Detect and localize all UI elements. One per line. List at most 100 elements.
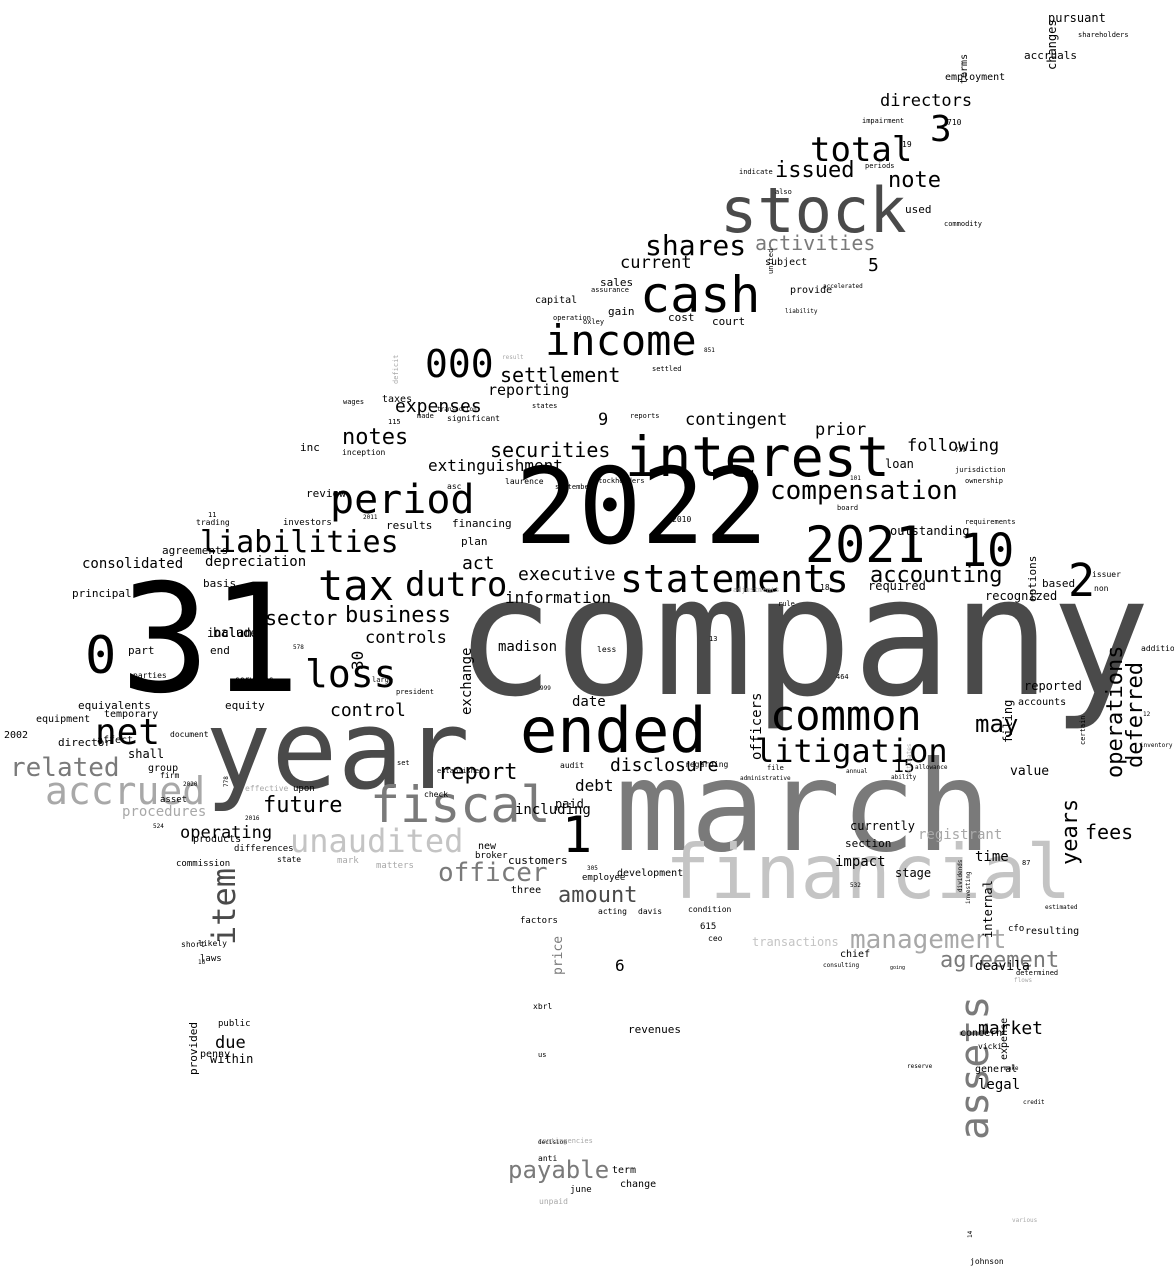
cloud-word: large [372,676,394,684]
cloud-word: established [437,767,484,775]
cloud-word: dutro [405,565,508,605]
cloud-word: provide [790,285,833,296]
cloud-word: officer [438,858,548,888]
cloud-word: report [438,760,518,785]
cloud-word: acting [598,907,627,916]
cloud-word: 2002 [4,730,29,741]
cloud-word: director [58,736,111,749]
cloud-word: adjustments [733,586,780,594]
cloud-word: term [612,1165,637,1176]
cloud-word: us [538,1051,547,1059]
cloud-word: 000 [425,342,494,386]
cloud-word: contingent [685,410,788,430]
cloud-word: may [975,710,1019,738]
cloud-word: due [215,1033,246,1053]
cloud-word: regarding [685,760,729,769]
cloud-word: jurisdiction [955,466,1006,474]
cloud-word: non [1094,584,1109,593]
cloud-word: public [218,1019,251,1029]
cloud-word: gain [608,305,635,318]
cloud-word: act [462,553,495,574]
cloud-word: following [907,436,1000,456]
cloud-word: item [205,867,243,945]
cloud-word: 10 [960,524,1015,577]
cloud-word: investors [283,518,332,528]
cloud-word: recognized [985,589,1058,603]
cloud-word: certain [1079,715,1087,745]
cloud-word: indicate [739,168,773,176]
cloud-word: annual [846,768,868,775]
cloud-word: court [712,315,746,328]
cloud-word: upon [293,784,315,794]
cloud-word: resulting [1025,926,1080,937]
cloud-word: common [770,691,922,740]
cloud-word: accounts [1018,697,1067,708]
cloud-word: ended [520,694,707,767]
cloud-word: 12 [1143,711,1151,718]
cloud-word: xbrl [533,1002,553,1011]
cloud-word: terms [959,53,970,84]
cloud-word: registrant [918,827,1003,843]
cloud-word: management [850,925,1007,955]
cloud-word: assurance [591,286,629,294]
cloud-word: 2 [1068,554,1096,607]
cloud-word: president [396,688,434,696]
cloud-word: 18 [820,583,830,592]
cloud-word: fees [1085,820,1134,844]
cloud-word: effective [245,784,289,793]
cloud-word: 578 [293,644,304,651]
cloud-word: davis [638,907,663,916]
cloud-word: equivalents [78,699,151,712]
cloud-word: 13 [709,635,718,643]
cloud-word: 729 [955,447,966,454]
cloud-word: ownership [965,477,1003,485]
cloud-word: determined [1016,969,1059,977]
cloud-word: anti [538,1154,558,1163]
cloud-word: estimates [906,743,913,776]
cloud-word: chief [840,949,871,960]
cloud-word: used [905,203,932,216]
cloud-word: transaction [437,406,477,413]
cloud-word: years [1058,798,1083,865]
cloud-word: periods [865,162,895,170]
cloud-word: 2016 [245,815,260,822]
cloud-word: date [572,694,606,710]
cloud-word: fiscal [370,776,551,834]
cloud-word: consulting [823,962,860,969]
cloud-word: file [767,764,784,772]
cloud-word: pursuant [1048,11,1106,25]
cloud-word: short [181,940,206,949]
cloud-word: 5 [868,255,879,276]
cloud-word: 15 [893,756,915,777]
cloud-word: based [1042,577,1076,590]
cloud-word: 532 [850,882,861,889]
cloud-word: trading [196,518,230,527]
cloud-word: exchange [459,647,475,715]
cloud-word: firm [160,771,180,780]
cloud-word: 464 [836,673,849,681]
cloud-word: concern [960,1028,1003,1039]
cloud-word: also [775,188,792,196]
cloud-word: affect [97,735,134,746]
cloud-word: 2020 [183,781,198,788]
cloud-word: asc [447,482,462,491]
cloud-word: options [1026,555,1039,602]
cloud-word: credit [1023,1099,1045,1106]
cloud-word: investing [965,871,972,904]
cloud-word: products [193,834,242,845]
cloud-word: currently [850,819,916,833]
cloud-word: shares [645,229,747,262]
cloud-word: net [95,712,161,753]
cloud-word: agreement [940,948,1060,973]
cloud-word: broker [475,851,508,861]
cloud-word: 9 [598,410,609,430]
cloud-word: 1 [562,806,593,864]
cloud-word: shareholders [1078,31,1129,39]
cloud-word: september [555,483,593,491]
cloud-word: 87 [1022,859,1031,867]
cloud-word: extinguishment [428,456,563,475]
cloud-word: sales [600,276,634,289]
cloud-word: 19 [902,140,912,149]
cloud-word: revenues [628,1023,681,1036]
cloud-word: consolidated [82,556,184,572]
